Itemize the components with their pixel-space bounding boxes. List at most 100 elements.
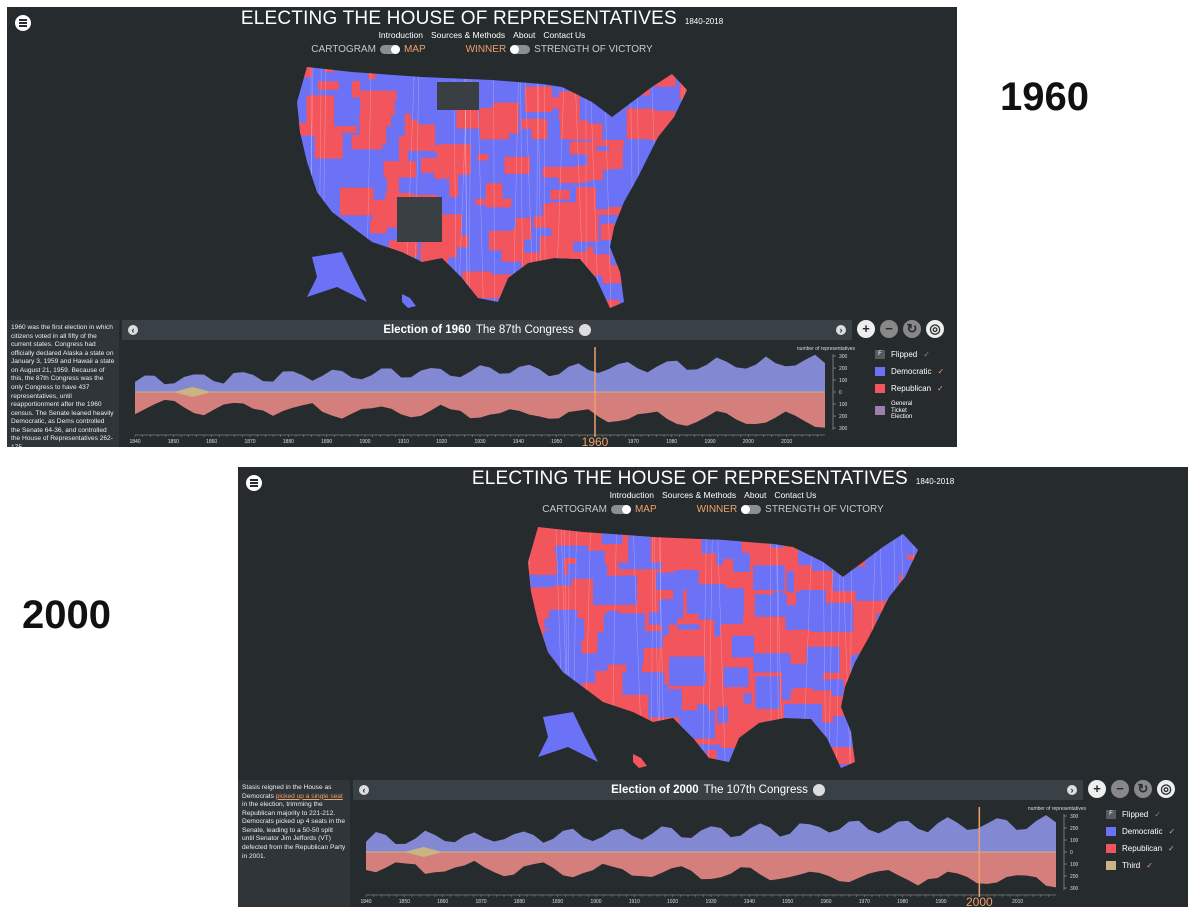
district: [861, 652, 869, 661]
search-button[interactable]: [812, 784, 825, 796]
map-control[interactable]: ◎: [926, 320, 944, 338]
map-control[interactable]: ↻: [903, 320, 921, 338]
nav-link[interactable]: Contact Us: [543, 30, 586, 40]
y-tick-label: 100: [839, 402, 848, 408]
district: [697, 704, 708, 724]
next-button[interactable]: ›: [836, 325, 846, 335]
legend-swatch: F: [875, 350, 885, 359]
district: [603, 87, 616, 100]
nav-link[interactable]: Contact Us: [774, 490, 817, 500]
district: [880, 701, 897, 708]
toggle[interactable]: CARTOGRAM MAP: [542, 504, 656, 515]
nav-link[interactable]: About: [513, 30, 536, 40]
search-button[interactable]: [578, 324, 591, 336]
x-tick-label: 1900: [359, 439, 370, 445]
legend-item[interactable]: General Ticket Election: [875, 401, 944, 421]
district: [297, 266, 303, 274]
district: [753, 565, 785, 591]
district: [388, 240, 418, 258]
map-control[interactable]: ↻: [1134, 780, 1152, 798]
prev-button[interactable]: ‹: [359, 785, 369, 795]
switch[interactable]: [510, 45, 531, 54]
legend-label: Republican: [891, 384, 932, 393]
district: [593, 575, 638, 605]
description-link[interactable]: picked up a single seat: [275, 792, 343, 800]
nav-link[interactable]: Introduction: [378, 30, 423, 40]
legend-item[interactable]: Republican ✓: [1106, 844, 1175, 853]
legend-item[interactable]: Republican ✓: [875, 384, 944, 393]
description: Stasis reigned in the House as Democrats…: [238, 780, 350, 907]
district: [692, 744, 722, 750]
x-tick-label: 1850: [168, 439, 179, 445]
x-tick-label: 1890: [321, 439, 332, 445]
legend-item[interactable]: F Flipped ✓: [875, 350, 944, 359]
header: ELECTING THE HOUSE OF REPRESENTATIVES 184…: [7, 8, 957, 30]
district: [359, 113, 387, 145]
year-label: 2000: [22, 593, 111, 637]
menu-button[interactable]: [246, 475, 262, 491]
x-tick-label: 1910: [629, 899, 640, 905]
map-control[interactable]: +: [857, 320, 875, 338]
switch-knob: [621, 505, 631, 514]
legend-label: Democratic: [891, 367, 932, 376]
district: [781, 671, 791, 700]
district: [833, 716, 875, 733]
nav-link[interactable]: Introduction: [609, 490, 654, 500]
toggle[interactable]: CARTOGRAM MAP: [311, 44, 425, 55]
next-button[interactable]: ›: [1067, 785, 1077, 795]
district: [673, 572, 684, 600]
selected-year-bg: [581, 437, 609, 447]
district: [544, 618, 584, 630]
district: [542, 166, 579, 178]
district: [781, 723, 805, 755]
nav-link[interactable]: Sources & Methods: [661, 490, 737, 500]
year-range: 1840-2018: [684, 17, 724, 26]
legend-item[interactable]: Third ✓: [1106, 861, 1175, 870]
district: [868, 658, 882, 692]
legend-check: ✓: [937, 384, 944, 393]
district: [398, 136, 408, 165]
district: [575, 187, 597, 215]
district: [798, 545, 828, 566]
district: [668, 656, 705, 686]
district: [613, 726, 657, 737]
district: [906, 571, 918, 585]
toggle[interactable]: WINNER STRENGTH OF VICTORY: [697, 504, 884, 515]
district: [894, 531, 918, 555]
map: [297, 67, 687, 308]
map-control[interactable]: −: [1111, 780, 1129, 798]
map-control[interactable]: +: [1088, 780, 1106, 798]
switch[interactable]: [379, 45, 400, 54]
district: [625, 282, 636, 296]
district: [648, 689, 682, 718]
nav-link[interactable]: Sources & Methods: [430, 30, 506, 40]
district: [657, 201, 683, 222]
district: [597, 631, 644, 665]
toggle[interactable]: WINNER STRENGTH OF VICTORY: [466, 44, 653, 55]
menu-button[interactable]: [15, 15, 31, 31]
district: [386, 173, 399, 198]
graphics: number of representatives 300 200 100 0 100 20…: [360, 527, 1086, 907]
legend-item[interactable]: Democratic ✓: [875, 367, 944, 376]
district: [383, 288, 402, 296]
map-control[interactable]: −: [880, 320, 898, 338]
map-control[interactable]: ◎: [1157, 780, 1175, 798]
district: [521, 118, 540, 129]
prev-button[interactable]: ‹: [128, 325, 138, 335]
switch[interactable]: [610, 505, 631, 514]
switch[interactable]: [741, 505, 762, 514]
district: [755, 676, 780, 709]
district: [743, 693, 752, 704]
nav-link[interactable]: About: [744, 490, 767, 500]
district: [328, 216, 337, 223]
legend-check: ✓: [923, 350, 930, 359]
legend-swatch: [1106, 844, 1116, 853]
district: [640, 71, 651, 96]
x-tick-label: 1840: [129, 439, 140, 445]
district: [477, 154, 489, 161]
legend-item[interactable]: Democratic ✓: [1106, 827, 1175, 836]
legend-item[interactable]: F Flipped ✓: [1106, 810, 1175, 819]
x-tick-label: 1870: [475, 899, 486, 905]
district: [556, 548, 564, 580]
district: [555, 545, 588, 559]
